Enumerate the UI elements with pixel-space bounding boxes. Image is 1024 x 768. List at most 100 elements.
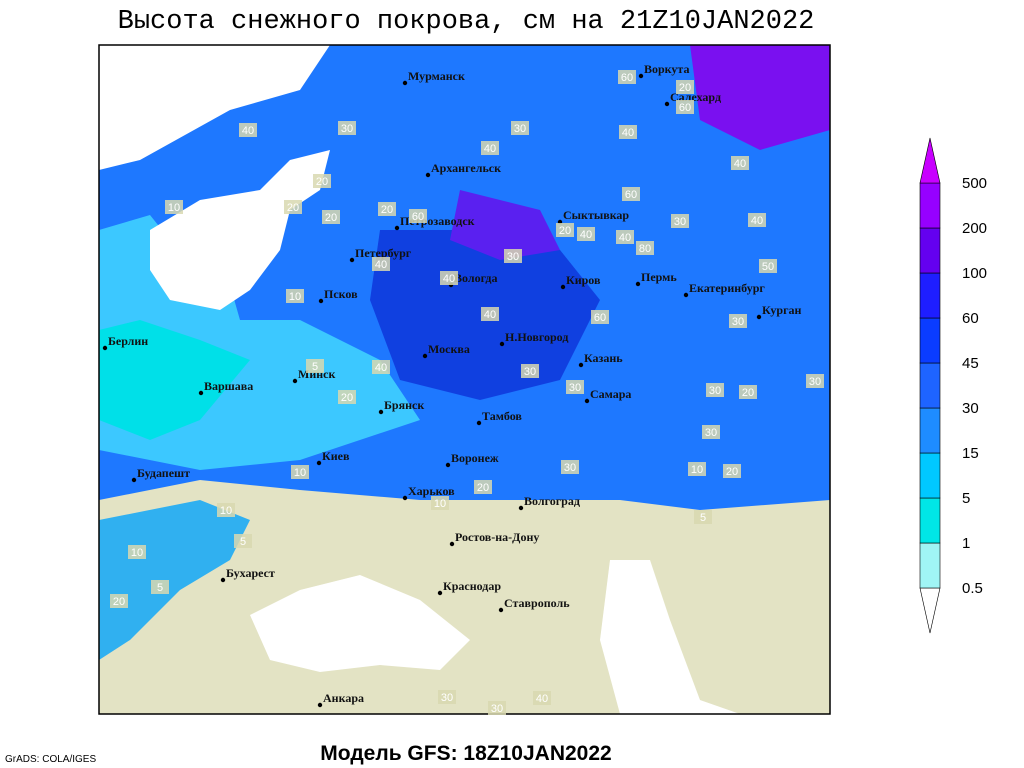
- city-label: Петербург: [355, 246, 412, 260]
- contour-label: 60: [594, 312, 606, 324]
- city-dot: [198, 390, 204, 396]
- city-dot: [499, 341, 505, 347]
- colorbar-box: [919, 182, 941, 229]
- contour-label-box: [372, 257, 390, 271]
- contour-label-box: [748, 213, 766, 227]
- black-sea: [250, 575, 470, 672]
- city-label: Воркута: [644, 62, 689, 76]
- contour-label: 30: [441, 692, 453, 704]
- contour-label: 20: [287, 202, 299, 214]
- contour-label: 30: [491, 703, 503, 715]
- city-dot: [560, 284, 566, 290]
- city-label: Екатеринбург: [689, 281, 765, 295]
- colorbar-label: 200: [962, 220, 987, 237]
- contour-label: 20: [113, 596, 125, 608]
- contour-label-box: [409, 209, 427, 223]
- contour-label: 50: [762, 261, 774, 273]
- city-dot: [317, 702, 323, 708]
- colorbar-box: [919, 227, 941, 274]
- contour-label-box: [474, 480, 492, 494]
- city-label: Самара: [590, 387, 631, 401]
- city-dot: [425, 172, 431, 178]
- contour-label: 40: [375, 362, 387, 374]
- contour-label-box: [151, 580, 169, 594]
- contour-label-box: [577, 227, 595, 241]
- title: Высота снежного покрова, см на 21Z10JAN2…: [118, 7, 815, 37]
- colorbar-label: 1: [962, 535, 970, 552]
- contour-label: 40: [375, 259, 387, 271]
- contour-label: 20: [742, 387, 754, 399]
- model: Модель GFS: 18Z10JAN2022: [320, 742, 611, 765]
- contour-label: 10: [294, 467, 306, 479]
- contour-label-box: [431, 496, 449, 510]
- city-label: Казань: [584, 351, 623, 365]
- city-dot: [378, 409, 384, 415]
- city-dot: [316, 460, 322, 466]
- city-dot: [518, 505, 524, 511]
- contour-label-box: [165, 200, 183, 214]
- city-dot: [584, 398, 590, 404]
- colorbar-label: 60: [962, 310, 979, 327]
- contour-label-box: [619, 125, 637, 139]
- contour-label-box: [671, 214, 689, 228]
- colorbar-label: 100: [962, 265, 987, 282]
- city-label: Мурманск: [408, 69, 465, 83]
- contour-label: 5: [157, 582, 163, 594]
- contour-label: 30: [514, 123, 526, 135]
- colorbar-box: [919, 542, 941, 589]
- mountain-snow: [99, 500, 250, 660]
- contour-label: 30: [809, 376, 821, 388]
- contour-label-box: [511, 121, 529, 135]
- city-label: Берлин: [108, 334, 148, 348]
- contour-label-box: [688, 462, 706, 476]
- city-dot: [402, 80, 408, 86]
- city-label: Киев: [322, 449, 350, 463]
- city-dot: [476, 420, 482, 426]
- contour-label: 20: [325, 212, 337, 224]
- contour-label-box: [504, 249, 522, 263]
- contour-label-box: [291, 465, 309, 479]
- contour-label-box: [481, 141, 499, 155]
- arctic-sea: [99, 45, 330, 170]
- contour-label-box: [731, 156, 749, 170]
- contour-label: 30: [674, 216, 686, 228]
- caspian-sea: [600, 560, 740, 714]
- contour-label: 10: [220, 505, 232, 517]
- colorbar-box: [919, 407, 941, 454]
- city-label: Харьков: [408, 484, 455, 498]
- contour-label-box: [239, 123, 257, 137]
- city-label: Ставрополь: [504, 596, 570, 610]
- colorbar-box: [919, 317, 941, 364]
- contour-label: 10: [434, 498, 446, 510]
- contour-label: 40: [580, 229, 592, 241]
- contour-label: 40: [242, 125, 254, 137]
- contour-label: 30: [564, 462, 576, 474]
- contour-label-box: [806, 374, 824, 388]
- contour-label: 10: [691, 464, 703, 476]
- contour-label: 30: [524, 366, 536, 378]
- contour-label-box: [488, 701, 506, 715]
- labels: Мурманск ВоркутаСалехардАрхангельскПетроз…: [102, 62, 824, 715]
- deep-snow-ne: [690, 45, 830, 150]
- contour-label: 20: [679, 82, 691, 94]
- colorbar-label: 45: [962, 355, 979, 372]
- city-label: Курган: [762, 303, 802, 317]
- contour-label-box: [110, 594, 128, 608]
- city-dot: [349, 257, 355, 263]
- city-label: Пермь: [641, 270, 677, 284]
- city-label: Будапешт: [137, 466, 190, 480]
- contour-label: 20: [477, 482, 489, 494]
- city-dot: [683, 292, 689, 298]
- contour-label-box: [739, 385, 757, 399]
- city-dot: [394, 225, 400, 231]
- contour-label-box: [234, 534, 252, 548]
- city-dot: [102, 345, 108, 351]
- contour-label-box: [481, 307, 499, 321]
- contour-label-box: [438, 690, 456, 704]
- contour-label-box: [676, 100, 694, 114]
- credit: GrADS: COLA/IGES: [5, 754, 96, 765]
- contour-label: 10: [168, 202, 180, 214]
- contour-label: 40: [622, 127, 634, 139]
